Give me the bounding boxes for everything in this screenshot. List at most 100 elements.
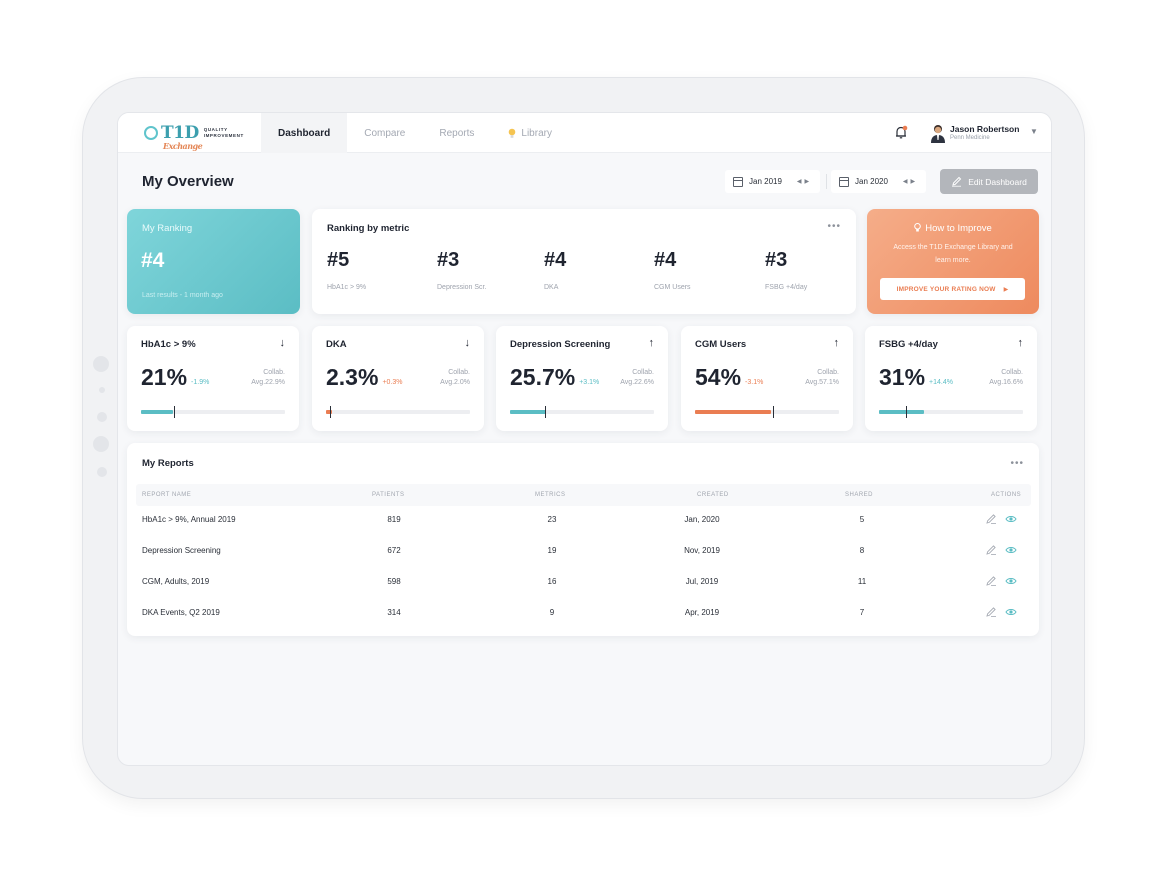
report-shared: 5 [859,515,865,524]
pencil-icon[interactable] [985,575,997,587]
report-patients: 819 [387,515,401,524]
col-metrics[interactable]: METRICS [535,492,566,498]
tab-reports[interactable]: Reports [439,127,475,139]
metric-card[interactable]: FSBG +4/day ↑ 31% +14.4% Collab. Avg.16.6% [865,326,1037,431]
my-reports-card: My Reports ••• REPORT NAME PATIENTS METR… [127,443,1039,636]
pencil-icon[interactable] [985,544,997,556]
arrow-up-icon: ↑ [1017,337,1024,349]
collab-average: Collab. Avg.57.1% [805,369,839,386]
avatar[interactable] [930,123,946,143]
report-patients: 314 [387,608,401,617]
date-to-picker[interactable]: Jan 2020 ◀▶ [831,170,927,193]
report-name[interactable]: DKA Events, Q2 2019 [142,608,220,617]
rank-value: #4 [544,249,567,271]
report-metrics: 23 [547,515,557,524]
report-metrics: 16 [547,577,557,586]
metric-title: CGM Users [695,339,747,350]
collab-average-marker [174,406,176,418]
collab-average: Collab. Avg.22.6% [620,369,654,386]
bell-icon[interactable] [894,125,908,140]
rank-value: #5 [327,249,350,271]
logo-tagline: QUALITY IMPROVEMENT [203,127,244,138]
row-actions [985,544,1017,556]
metric-card[interactable]: CGM Users ↑ 54% -3.1% Collab. Avg.57.1% [681,326,853,431]
date-to-value: Jan 2020 [855,177,888,186]
metric-card[interactable]: Depression Screening ↑ 25.7% +3.1% Collab. Av… [496,326,668,431]
report-name[interactable]: Depression Screening [142,546,221,555]
progress-bar [879,406,1023,418]
rank-value: #3 [765,249,788,271]
tab-library[interactable]: Library [491,113,569,153]
col-patients[interactable]: PATIENTS [372,492,405,498]
more-options-icon[interactable]: ••• [1010,458,1024,469]
pencil-icon[interactable] [985,606,997,618]
progress-fill [510,410,546,414]
user-name[interactable]: Jason Robertson [950,124,1020,134]
logo-main: T1D Exchange [161,124,203,151]
eye-icon[interactable] [1005,513,1017,525]
report-name[interactable]: HbA1c > 9%, Annual 2019 [142,515,236,524]
report-created: Jan, 2020 [684,515,720,524]
metric-card[interactable]: DKA ↓ 2.3% +0.3% Collab. Avg.2.0% [312,326,484,431]
metric-card[interactable]: HbA1c > 9% ↓ 21% -1.9% Collab. Avg.22.9% [127,326,299,431]
metric-value: 31% +14.4% [879,364,953,390]
tab-compare[interactable]: Compare [364,127,406,139]
chevron-down-icon[interactable]: ▼ [1030,127,1038,136]
report-created: Jul, 2019 [685,577,719,586]
table-row[interactable]: HbA1c > 9%, Annual 2019 819 23 Jan, 2020 5 [127,513,1039,546]
metric-delta: -1.9% [191,379,210,386]
t1d-logo[interactable]: T1D Exchange QUALITY IMPROVEMENT [144,122,244,151]
table-row[interactable]: CGM, Adults, 2019 598 16 Jul, 2019 11 [127,575,1039,608]
improve-rating-button[interactable]: IMPROVE YOUR RATING NOW ▶ [880,278,1025,300]
metric-delta: +0.3% [382,379,403,386]
my-ranking-card[interactable]: My Ranking #4 Last results - 1 month ago [127,209,300,314]
report-created: Apr, 2019 [684,608,720,617]
report-shared: 8 [859,546,865,555]
col-created[interactable]: CREATED [697,492,729,498]
arrow-down-icon: ↓ [279,337,286,349]
collab-average: Collab. Avg.2.0% [440,369,470,386]
divider [826,174,827,189]
report-name[interactable]: CGM, Adults, 2019 [142,577,210,586]
col-shared[interactable]: SHARED [845,492,874,498]
rank-label: CGM Users [654,284,691,291]
date-nav-arrows-icon[interactable]: ◀▶ [902,179,919,185]
eye-icon[interactable] [1005,606,1017,618]
pencil-icon[interactable] [985,513,997,525]
progress-fill [879,410,924,414]
tab-dashboard[interactable]: Dashboard [261,113,348,153]
tablet-button [97,467,107,477]
metric-title: HbA1c > 9% [141,339,196,350]
metric-delta: -3.1% [745,379,764,386]
table-row[interactable]: DKA Events, Q2 2019 314 9 Apr, 2019 7 [127,606,1039,639]
edit-dashboard-button[interactable]: Edit Dashboard [940,169,1038,194]
rank-label: DKA [544,284,559,291]
metric-title: DKA [326,339,347,350]
more-options-icon[interactable]: ••• [827,221,841,232]
metric-value: 21% -1.9% [141,364,210,390]
nav-tabs: Dashboard Compare Reports Library [261,113,569,153]
eye-icon[interactable] [1005,544,1017,556]
app-screen: T1D Exchange QUALITY IMPROVEMENT Dashboa… [117,112,1052,766]
how-to-improve-title: How to Improve [867,223,1039,234]
tablet-button [99,387,105,393]
table-row[interactable]: Depression Screening 672 19 Nov, 2019 8 [127,544,1039,577]
report-patients: 672 [387,546,401,555]
col-report-name[interactable]: REPORT NAME [142,492,192,498]
rank-item: #4 CGM Users [654,249,691,291]
rank-item: #4 DKA [544,249,566,291]
user-organization: Penn Medicine [950,135,990,141]
metric-value: 2.3% +0.3% [326,364,403,390]
progress-bar [510,406,654,418]
collab-average-marker [772,406,774,418]
progress-bar [695,406,839,418]
date-nav-arrows-icon[interactable]: ◀▶ [796,179,813,185]
top-navbar: T1D Exchange QUALITY IMPROVEMENT Dashboa… [118,113,1051,153]
date-from-picker[interactable]: Jan 2019 ◀▶ [725,170,821,193]
lightbulb-icon [914,223,922,232]
metric-delta: +14.4% [929,379,953,386]
eye-icon[interactable] [1005,575,1017,587]
collab-average-marker [906,406,908,418]
report-shared: 11 [857,577,867,586]
collab-average-marker [330,406,332,418]
